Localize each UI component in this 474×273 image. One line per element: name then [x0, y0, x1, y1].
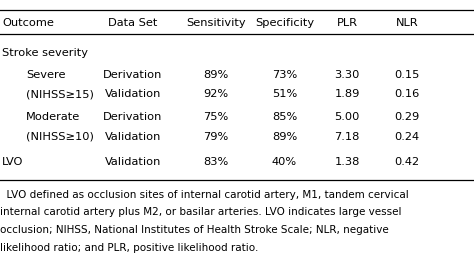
- Text: internal carotid artery plus M2, or basilar arteries. LVO indicates large vessel: internal carotid artery plus M2, or basi…: [0, 207, 401, 218]
- Text: 89%: 89%: [203, 70, 228, 80]
- Text: Validation: Validation: [105, 158, 161, 167]
- Text: LVO defined as occlusion sites of internal carotid artery, M1, tandem cervical: LVO defined as occlusion sites of intern…: [0, 190, 409, 200]
- Text: 79%: 79%: [203, 132, 228, 141]
- Text: 0.16: 0.16: [394, 89, 419, 99]
- Text: 92%: 92%: [203, 89, 228, 99]
- Text: 40%: 40%: [272, 158, 297, 167]
- Text: 83%: 83%: [203, 158, 228, 167]
- Text: Specificity: Specificity: [255, 18, 314, 28]
- Text: 7.18: 7.18: [334, 132, 360, 141]
- Text: 1.89: 1.89: [334, 89, 360, 99]
- Text: Derivation: Derivation: [103, 112, 163, 122]
- Text: 0.15: 0.15: [394, 70, 419, 80]
- Text: 1.38: 1.38: [334, 158, 360, 167]
- Text: likelihood ratio; and PLR, positive likelihood ratio.: likelihood ratio; and PLR, positive like…: [0, 243, 258, 253]
- Text: PLR: PLR: [337, 18, 357, 28]
- Text: 0.24: 0.24: [394, 132, 419, 141]
- Text: Derivation: Derivation: [103, 70, 163, 80]
- Text: 73%: 73%: [272, 70, 297, 80]
- Text: 5.00: 5.00: [334, 112, 360, 122]
- Text: Moderate: Moderate: [26, 112, 80, 122]
- Text: Severe: Severe: [26, 70, 65, 80]
- Text: 0.29: 0.29: [394, 112, 419, 122]
- Text: (NIHSS≥10): (NIHSS≥10): [26, 132, 94, 141]
- Text: Sensitivity: Sensitivity: [186, 18, 246, 28]
- Text: 3.30: 3.30: [334, 70, 360, 80]
- Text: Validation: Validation: [105, 132, 161, 141]
- Text: occlusion; NIHSS, National Institutes of Health Stroke Scale; NLR, negative: occlusion; NIHSS, National Institutes of…: [0, 225, 389, 235]
- Text: 85%: 85%: [272, 112, 297, 122]
- Text: 51%: 51%: [272, 89, 297, 99]
- Text: Stroke severity: Stroke severity: [2, 48, 88, 58]
- Text: Validation: Validation: [105, 89, 161, 99]
- Text: 75%: 75%: [203, 112, 228, 122]
- Text: 0.42: 0.42: [394, 158, 419, 167]
- Text: LVO: LVO: [2, 158, 24, 167]
- Text: NLR: NLR: [395, 18, 418, 28]
- Text: Outcome: Outcome: [2, 18, 54, 28]
- Text: 89%: 89%: [272, 132, 297, 141]
- Text: (NIHSS≥15): (NIHSS≥15): [26, 89, 94, 99]
- Text: Data Set: Data Set: [108, 18, 157, 28]
